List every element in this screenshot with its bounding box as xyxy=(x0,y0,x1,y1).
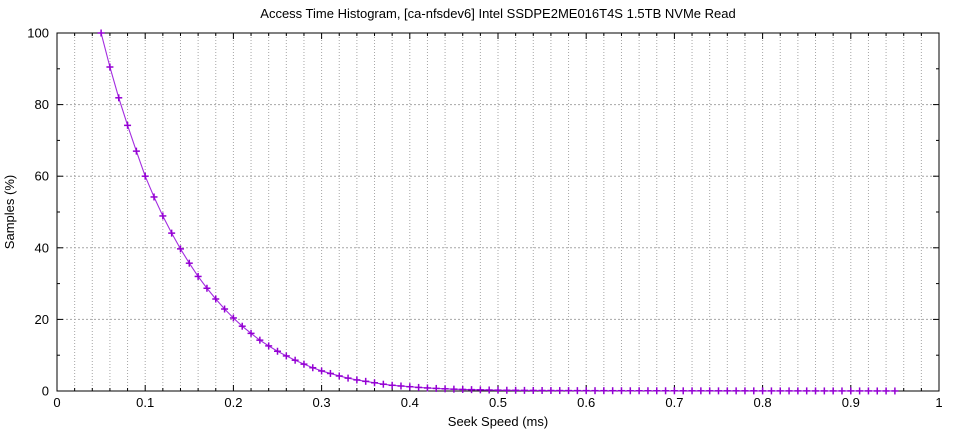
series-markers xyxy=(97,29,899,395)
x-tick-label: 0.1 xyxy=(136,395,154,410)
y-tick-label: 100 xyxy=(27,26,49,41)
chart-title: Access Time Histogram, [ca-nfsdev6] Inte… xyxy=(260,6,735,21)
x-tick-label: 0.2 xyxy=(224,395,242,410)
data-series xyxy=(97,29,899,395)
y-tick-label: 40 xyxy=(35,240,49,255)
x-tick-label: 0.8 xyxy=(754,395,772,410)
axes: 0 0.1 0.2 0.3 0.4 0.5 0.6 0.7 0.8 0.9 1 0 20 40 60 80 10… xyxy=(27,26,942,411)
y-tick-label: 20 xyxy=(35,312,49,327)
y-axis-label: Samples (%) xyxy=(2,175,17,249)
x-tick-label: 0.5 xyxy=(489,395,507,410)
x-tick-label: 0.3 xyxy=(313,395,331,410)
x-tick-label: 1 xyxy=(935,395,942,410)
y-tick-label: 0 xyxy=(42,384,49,399)
x-tick-label: 0.4 xyxy=(401,395,419,410)
y-tick-label: 60 xyxy=(35,169,49,184)
x-axis-label: Seek Speed (ms) xyxy=(448,414,548,429)
y-tick-label: 80 xyxy=(35,97,49,112)
x-tick-label: 0.6 xyxy=(577,395,595,410)
gridlines xyxy=(58,34,938,390)
x-tick-label: 0 xyxy=(53,395,60,410)
x-tick-label: 0.9 xyxy=(842,395,860,410)
x-tick-label: 0.7 xyxy=(665,395,683,410)
